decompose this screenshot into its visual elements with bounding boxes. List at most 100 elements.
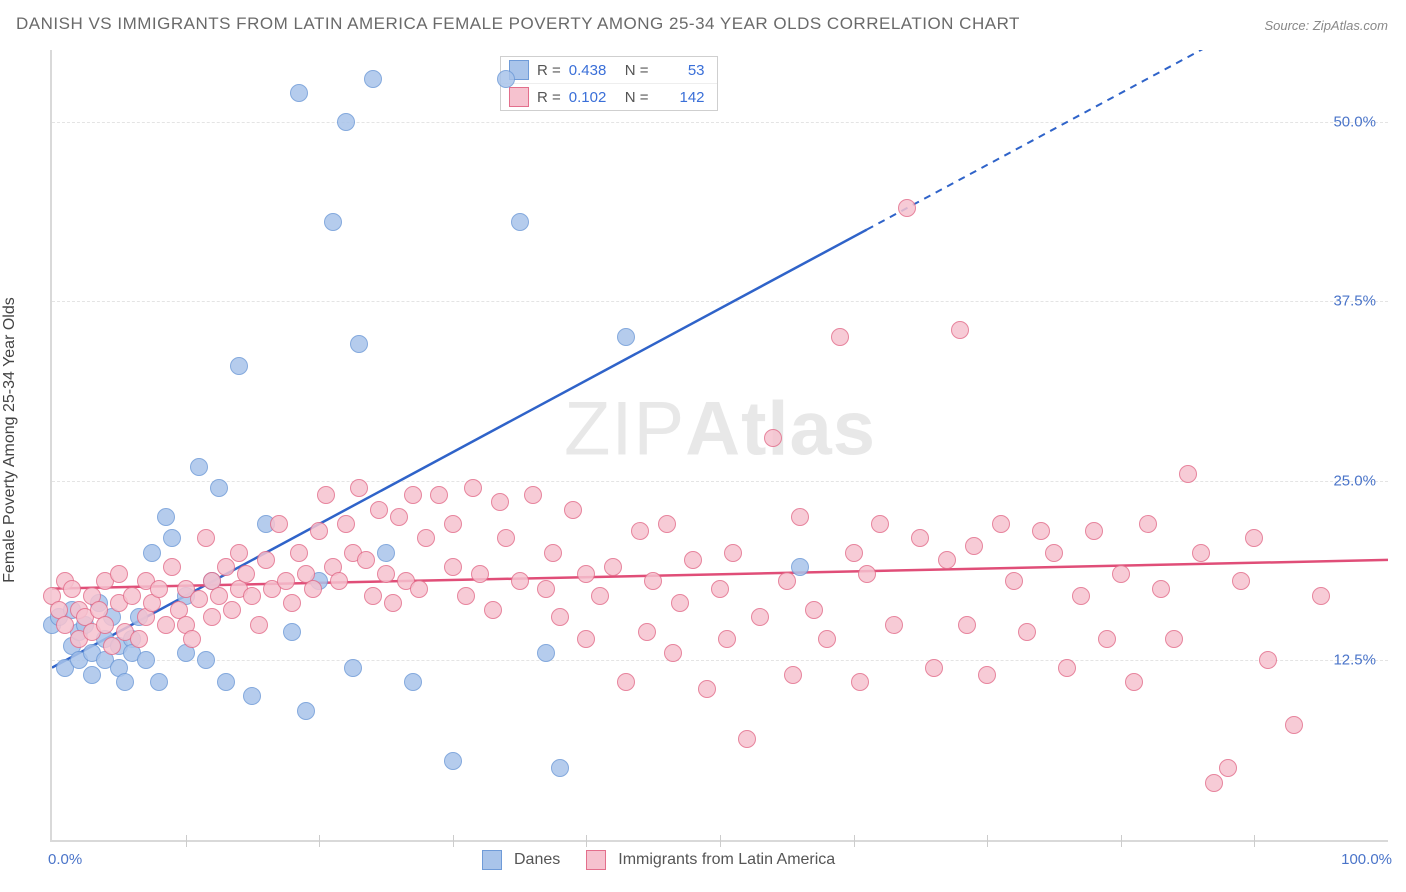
- scatter-point-immigrants: [103, 637, 121, 655]
- scatter-point-immigrants: [577, 565, 595, 583]
- scatter-point-immigrants: [337, 515, 355, 533]
- scatter-point-immigrants: [410, 580, 428, 598]
- scatter-point-immigrants: [885, 616, 903, 634]
- stat-R-value: 0.438: [569, 62, 617, 79]
- stat-N-value: 53: [657, 62, 705, 79]
- scatter-point-immigrants: [304, 580, 322, 598]
- scatter-point-immigrants: [898, 199, 916, 217]
- legend-stats: R =0.438N =53R =0.102N =142: [500, 56, 718, 111]
- scatter-point-immigrants: [1192, 544, 1210, 562]
- scatter-point-danes: [617, 328, 635, 346]
- scatter-point-immigrants: [317, 486, 335, 504]
- scatter-point-danes: [344, 659, 362, 677]
- stat-N-value: 142: [657, 89, 705, 106]
- scatter-point-immigrants: [110, 565, 128, 583]
- scatter-point-immigrants: [390, 508, 408, 526]
- scatter-point-immigrants: [992, 515, 1010, 533]
- scatter-point-danes: [337, 113, 355, 131]
- scatter-point-immigrants: [524, 486, 542, 504]
- scatter-point-danes: [537, 644, 555, 662]
- scatter-point-immigrants: [564, 501, 582, 519]
- scatter-point-immigrants: [1085, 522, 1103, 540]
- scatter-point-immigrants: [1245, 529, 1263, 547]
- scatter-point-immigrants: [764, 429, 782, 447]
- scatter-point-immigrants: [1112, 565, 1130, 583]
- scatter-point-immigrants: [1179, 465, 1197, 483]
- scatter-point-immigrants: [978, 666, 996, 684]
- scatter-point-immigrants: [831, 328, 849, 346]
- x-tick: [987, 835, 988, 847]
- scatter-point-immigrants: [1045, 544, 1063, 562]
- scatter-point-immigrants: [223, 601, 241, 619]
- scatter-point-immigrants: [217, 558, 235, 576]
- scatter-point-immigrants: [1232, 572, 1250, 590]
- trend-lines: [52, 50, 1388, 840]
- scatter-point-immigrants: [257, 551, 275, 569]
- scatter-point-immigrants: [738, 730, 756, 748]
- scatter-point-immigrants: [150, 580, 168, 598]
- x-tick: [453, 835, 454, 847]
- scatter-point-immigrants: [471, 565, 489, 583]
- scatter-point-immigrants: [491, 493, 509, 511]
- scatter-point-danes: [290, 84, 308, 102]
- scatter-point-danes: [190, 458, 208, 476]
- scatter-point-immigrants: [965, 537, 983, 555]
- scatter-point-immigrants: [123, 587, 141, 605]
- scatter-point-immigrants: [784, 666, 802, 684]
- scatter-point-immigrants: [778, 572, 796, 590]
- source-credit: Source: ZipAtlas.com: [1264, 18, 1388, 33]
- scatter-point-immigrants: [444, 515, 462, 533]
- scatter-point-danes: [324, 213, 342, 231]
- scatter-point-immigrants: [1312, 587, 1330, 605]
- legend-swatch: [482, 850, 502, 870]
- scatter-point-immigrants: [384, 594, 402, 612]
- x-tick: [1254, 835, 1255, 847]
- scatter-point-danes: [116, 673, 134, 691]
- scatter-point-immigrants: [718, 630, 736, 648]
- scatter-point-immigrants: [270, 515, 288, 533]
- scatter-point-immigrants: [925, 659, 943, 677]
- scatter-point-immigrants: [1018, 623, 1036, 641]
- gridline: [52, 301, 1388, 302]
- gridline: [52, 660, 1388, 661]
- scatter-point-immigrants: [951, 321, 969, 339]
- scatter-point-immigrants: [1205, 774, 1223, 792]
- scatter-point-immigrants: [197, 529, 215, 547]
- scatter-point-immigrants: [631, 522, 649, 540]
- stat-R-label: R =: [537, 89, 561, 106]
- scatter-point-danes: [297, 702, 315, 720]
- scatter-point-danes: [283, 623, 301, 641]
- source-name: ZipAtlas.com: [1313, 18, 1388, 33]
- scatter-point-immigrants: [684, 551, 702, 569]
- scatter-point-immigrants: [190, 590, 208, 608]
- scatter-point-immigrants: [63, 580, 81, 598]
- legend-stat-row-immigrants: R =0.102N =142: [501, 83, 717, 110]
- y-axis-label: Female Poverty Among 25-34 Year Olds: [1, 297, 19, 583]
- scatter-point-immigrants: [871, 515, 889, 533]
- scatter-point-immigrants: [638, 623, 656, 641]
- scatter-point-immigrants: [851, 673, 869, 691]
- scatter-point-danes: [497, 70, 515, 88]
- x-tick: [1121, 835, 1122, 847]
- scatter-point-immigrants: [1285, 716, 1303, 734]
- stat-N-label: N =: [625, 62, 649, 79]
- scatter-point-immigrants: [805, 601, 823, 619]
- legend-swatch: [509, 87, 529, 107]
- scatter-point-immigrants: [1152, 580, 1170, 598]
- scatter-point-immigrants: [751, 608, 769, 626]
- scatter-point-immigrants: [364, 587, 382, 605]
- scatter-point-immigrants: [203, 608, 221, 626]
- scatter-point-immigrants: [237, 565, 255, 583]
- scatter-point-danes: [551, 759, 569, 777]
- x-axis-min-label: 0.0%: [48, 851, 82, 868]
- scatter-point-immigrants: [658, 515, 676, 533]
- scatter-point-immigrants: [157, 616, 175, 634]
- scatter-point-immigrants: [845, 544, 863, 562]
- x-axis-max-label: 100.0%: [1341, 851, 1392, 868]
- stat-N-label: N =: [625, 89, 649, 106]
- scatter-point-immigrants: [330, 572, 348, 590]
- scatter-point-danes: [157, 508, 175, 526]
- scatter-point-immigrants: [370, 501, 388, 519]
- trend-line-danes-extrapolated: [867, 50, 1388, 230]
- scatter-point-immigrants: [604, 558, 622, 576]
